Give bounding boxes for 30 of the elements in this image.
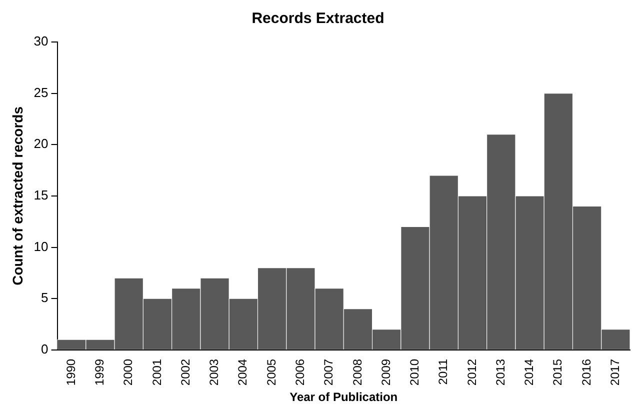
- x-tick-label: 2003: [207, 358, 222, 386]
- x-tick-label: 1990: [64, 358, 78, 386]
- x-tick-label: 2013: [493, 358, 508, 386]
- x-tick-label: 2005: [264, 358, 278, 386]
- y-tick-label: 20: [34, 136, 48, 152]
- x-tick-label: 2001: [150, 358, 164, 386]
- x-tick-label: 2000: [121, 358, 136, 386]
- y-tick-label: 5: [41, 290, 48, 306]
- x-tick-label: 2008: [350, 358, 364, 386]
- x-tick-label: 2011: [436, 358, 450, 385]
- x-tick-label: 2016: [579, 358, 594, 386]
- y-tick-label: 25: [34, 84, 48, 100]
- x-tick-label: 2009: [378, 358, 393, 386]
- x-tick-label: 2017: [608, 358, 622, 386]
- x-tick-label: 2004: [236, 358, 250, 386]
- y-tick-label: 30: [34, 34, 48, 49]
- chart-title: Records Extracted: [252, 10, 384, 28]
- x-tick-label: 1999: [92, 358, 107, 386]
- y-axis-title: Count of extracted records: [9, 106, 26, 286]
- x-tick-label: 2007: [322, 358, 336, 386]
- x-tick-label: 2010: [408, 358, 422, 386]
- x-tick-label: 2006: [292, 358, 307, 386]
- x-tick-label: 2014: [522, 358, 536, 386]
- x-axis-title: Year of Publication: [290, 390, 398, 404]
- y-tick-label: 0: [41, 341, 48, 356]
- x-tick-label: 2012: [464, 358, 479, 386]
- x-tick-label: 2015: [550, 358, 565, 386]
- x-tick-label: 2002: [178, 358, 192, 386]
- y-tick-label: 10: [34, 238, 48, 254]
- y-tick-label: 15: [34, 188, 48, 203]
